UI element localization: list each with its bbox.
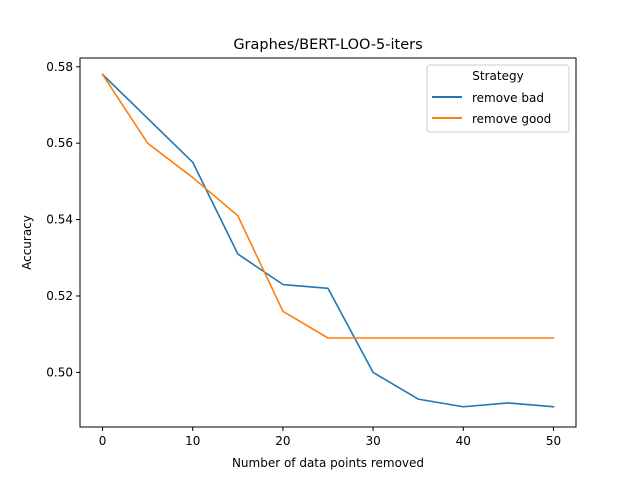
x-axis: 0 10 20 30 40 50: [99, 427, 561, 448]
x-tick-label: 30: [365, 434, 380, 448]
series-line-remove-good: [101, 73, 555, 339]
y-tick-label: 0.50: [46, 365, 73, 379]
series-line-remove-bad: [101, 73, 555, 408]
x-tick-label: 50: [546, 434, 561, 448]
y-tick-label: 0.56: [46, 136, 73, 150]
y-axis-label: Accuracy: [20, 215, 34, 270]
x-tick-label: 0: [99, 434, 107, 448]
x-tick-label: 40: [456, 434, 471, 448]
y-axis: 0.50 0.52 0.54 0.56 0.58: [46, 60, 80, 379]
y-tick-label: 0.54: [46, 213, 73, 227]
x-tick-label: 20: [275, 434, 290, 448]
legend: Strategy remove bad remove good: [426, 64, 570, 133]
legend-box: [426, 64, 570, 133]
x-tick-label: 10: [185, 434, 200, 448]
legend-label-remove-good: remove good: [472, 112, 551, 126]
y-tick-label: 0.58: [46, 60, 73, 74]
plot-area: [101, 73, 555, 408]
legend-title: Strategy: [472, 69, 523, 83]
axes-frame: [79, 57, 577, 428]
x-axis-label: Number of data points removed: [232, 456, 424, 470]
chart-title: Graphes/BERT-LOO-5-iters: [233, 37, 422, 53]
legend-label-remove-bad: remove bad: [472, 91, 544, 105]
y-tick-label: 0.52: [46, 289, 73, 303]
